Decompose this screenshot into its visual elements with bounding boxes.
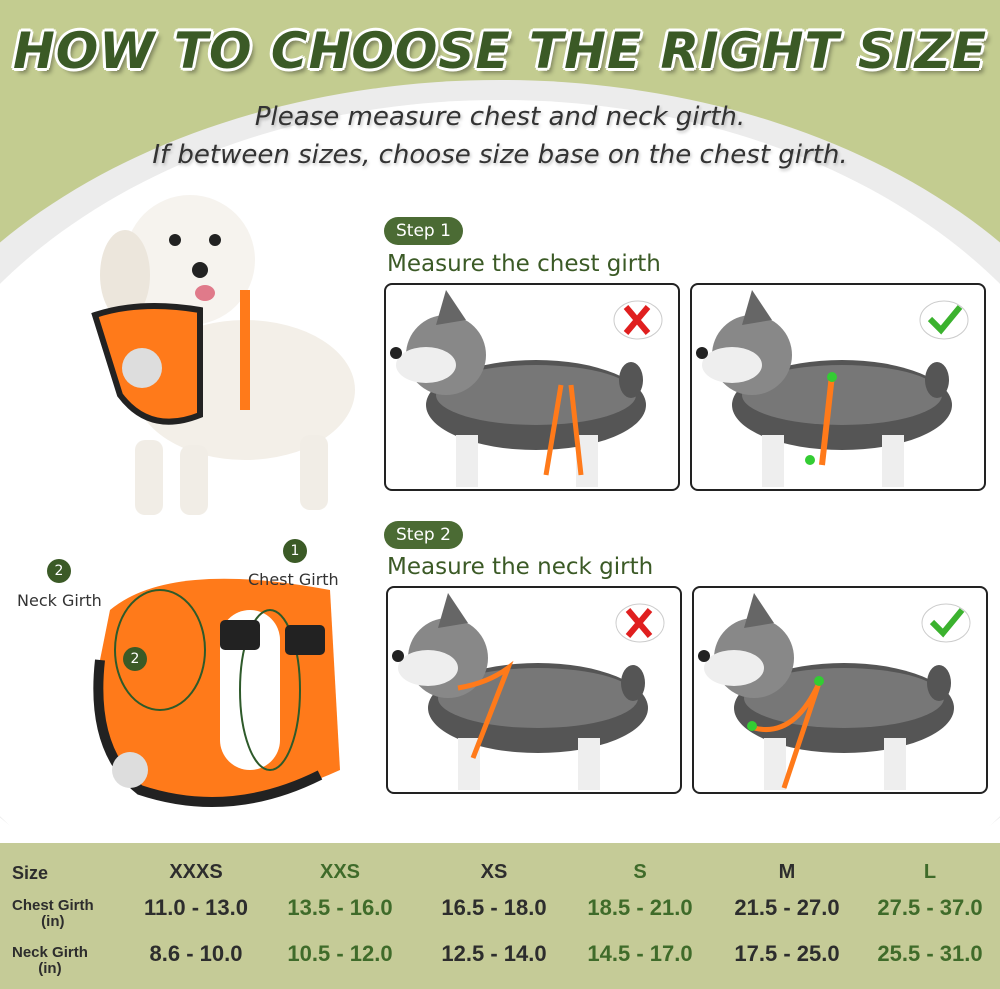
neck-girth-value: 10.5 - 12.0 (287, 941, 393, 966)
neck-girth-value: 12.5 - 14.0 (441, 941, 547, 966)
green-check-icon (921, 603, 971, 643)
size-header: XXXS (169, 861, 223, 883)
row-label-chest: Chest Girth (in) (12, 897, 94, 930)
chest-girth-value: 21.5 - 27.0 (734, 895, 840, 920)
green-check-icon (919, 300, 969, 340)
step-1-right-photo (690, 283, 986, 491)
red-x-icon (613, 300, 663, 340)
size-header: M (778, 861, 796, 883)
step-1-wrong-photo (384, 283, 680, 491)
neck-girth-value: 8.6 - 10.0 (149, 941, 243, 966)
size-header: L (923, 861, 937, 883)
subtitle-line-2: If between sizes, choose size base on th… (152, 140, 848, 170)
chest-girth-value: 18.5 - 21.0 (587, 895, 693, 920)
red-x-icon (615, 603, 665, 643)
neck-girth-value: 14.5 - 17.0 (587, 941, 693, 966)
size-header: S (633, 861, 647, 883)
row-label-neck: Neck Girth (in) (12, 944, 88, 977)
neck-girth-label: Neck Girth (17, 591, 102, 610)
step-1-badge: Step 1 (384, 217, 463, 245)
chest-girth-label: Chest Girth (248, 570, 339, 589)
chest-girth-number: 1 (283, 539, 307, 563)
step-2-right-photo (692, 586, 988, 794)
step-2-wrong-photo (386, 586, 682, 794)
neck-girth-number: 2 (47, 559, 71, 583)
neck-girth-value: 25.5 - 31.0 (877, 941, 983, 966)
chest-girth-value: 11.0 - 13.0 (144, 895, 248, 920)
step-1-text: Measure the chest girth (387, 251, 661, 277)
chest-girth-value: 13.5 - 16.0 (287, 895, 393, 920)
neck-girth-number-on-harness: 2 (123, 647, 147, 671)
size-header: XS (480, 861, 508, 883)
size-table: Size Chest Girth (in) Neck Girth (in) XX… (0, 843, 1000, 989)
page-title: HOW TO CHOOSE THE RIGHT SIZE (12, 22, 988, 80)
dog-wearing-harness-photo (91, 195, 355, 515)
harness-product-photo (93, 578, 340, 807)
neck-girth-value: 17.5 - 25.0 (734, 941, 840, 966)
chest-girth-value: 27.5 - 37.0 (877, 895, 983, 920)
row-label-size: Size (12, 863, 49, 883)
size-header: XXS (319, 861, 361, 883)
subtitle-line-1: Please measure chest and neck girth. (254, 102, 746, 132)
chest-girth-value: 16.5 - 18.0 (441, 895, 547, 920)
step-2-badge: Step 2 (384, 521, 463, 549)
step-2-text: Measure the neck girth (387, 554, 654, 580)
